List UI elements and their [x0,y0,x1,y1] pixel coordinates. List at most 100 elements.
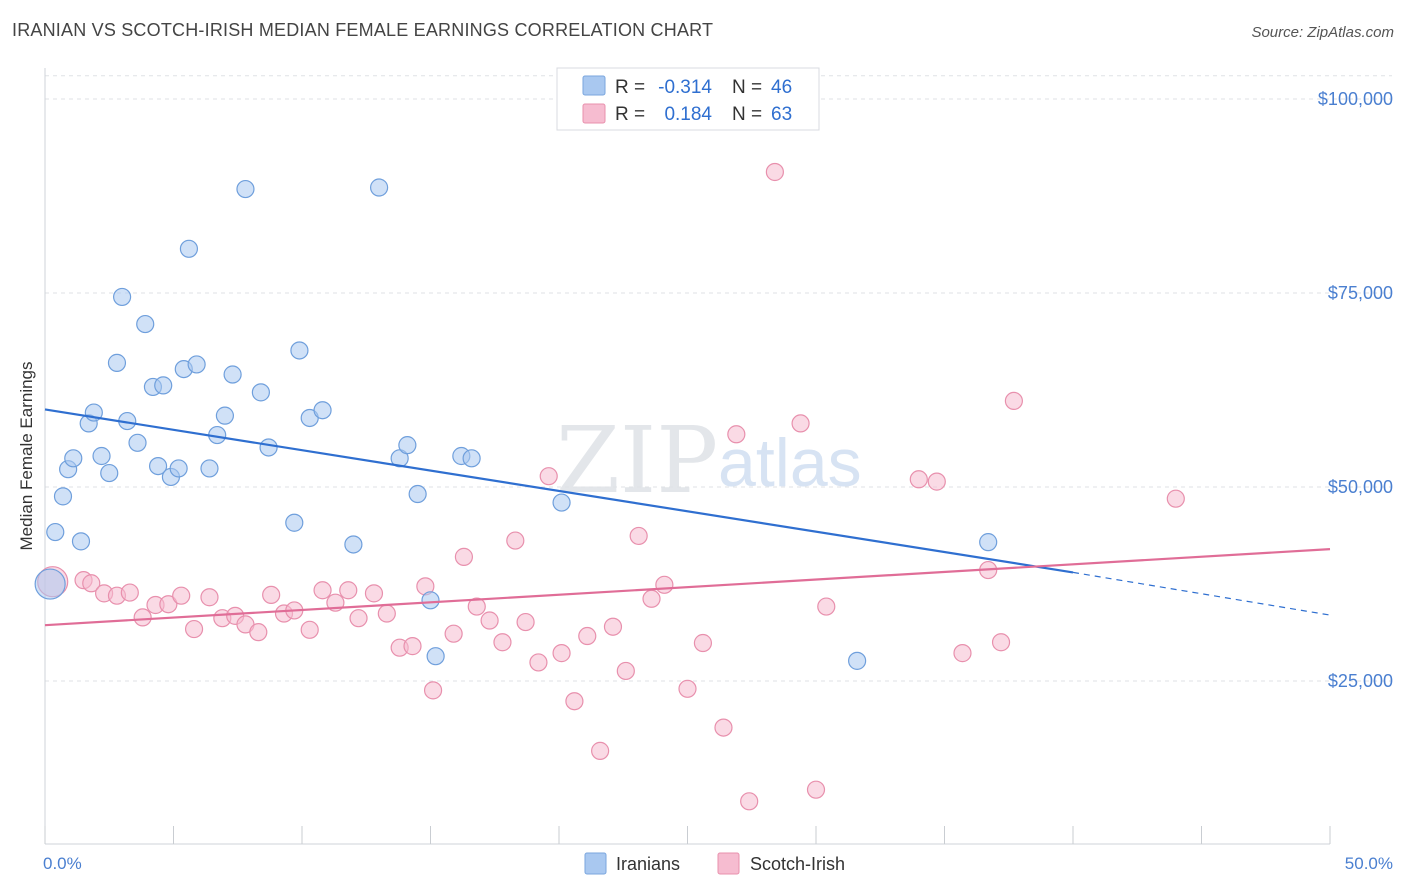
scotch-irish-point [927,472,946,491]
legend-n-value-1: 46 [771,77,792,98]
iranian-point [100,463,119,483]
scotch-irish-point [616,661,635,681]
iranian-point [46,522,65,542]
scotch-irish-point [1166,489,1185,508]
scotch-irish-point [529,653,548,672]
iranian-point [71,532,91,551]
scotch-irish-point [480,611,499,630]
scotch-irish-point [678,679,697,698]
legend-r-label-2: R = [615,104,645,125]
scotch-irish-trend-line [44,548,1331,627]
scotch-irish-point [454,547,474,566]
iranian-point [215,406,234,425]
x-tick-label-min: 0.0% [43,854,82,873]
bottom-legend-label-scotch-irish: Scotch-Irish [750,854,845,874]
scotch-irish-point [603,617,623,636]
iranian-point [285,513,304,532]
iranian-point [136,314,155,334]
y-axis-label: Median Female Earnings [17,362,36,551]
scotch-irish-point [953,644,972,663]
scotch-irish-point [184,619,204,639]
iranian-point [92,446,111,466]
legend-n-label-2: N = [732,104,762,125]
chart-source: Source: ZipAtlas.com [1251,24,1394,41]
iranian-point [148,456,168,476]
scotch-irish-point [159,595,178,614]
legend-r-label-1: R = [615,77,645,98]
iranian-point [979,533,998,552]
watermark-zip: ZIP [556,407,718,514]
scotch-irish-point [262,585,281,605]
iranian-point [179,239,199,258]
iranian-point [313,401,332,420]
y-tick-label: $50,000 [1328,477,1393,497]
scotch-irish-point [172,586,191,605]
scotch-irish-point [578,626,597,646]
scotch-irish-point [516,612,535,632]
scotch-irish-point [423,681,443,700]
scotch-irish-point [120,583,139,602]
y-tick-labels: $100,000 $75,000 $50,000 $25,000 [1318,89,1393,691]
scotch-irish-point [565,692,584,711]
iranian-trend-line [44,408,1074,574]
legend: R = -0.314 N = 46 R = 0.184 N = 63 [556,67,820,131]
iranian-point [154,376,173,395]
legend-r-value-2: 0.184 [664,104,712,125]
scotch-irish-point [714,718,733,737]
bottom-legend-label-iranians: Iranians [616,854,680,874]
chart-title: IRANIAN VS SCOTCH-IRISH MEDIAN FEMALE EA… [12,20,714,40]
scotch-irish-point [506,531,525,550]
iranian-point [848,651,867,670]
scotch-irish-point [740,792,759,811]
iranian-point [421,591,440,610]
legend-n-label-1: N = [732,77,762,98]
scotch-irish-point [349,609,368,628]
scotch-irish-point [249,623,268,642]
scotch-irish-point [403,637,422,656]
scotch-irish-point [467,597,486,616]
scotch-irish-point [727,425,746,444]
y-tick-label: $75,000 [1328,283,1393,303]
iranian-point [200,459,219,478]
scotch-irish-point [629,526,648,546]
scotch-irish-point [339,581,358,600]
legend-n-value-2: 63 [771,104,792,125]
iranian-point [398,436,417,455]
scotch-irish-point [909,470,928,489]
y-tick-label: $100,000 [1318,89,1393,109]
scotch-irish-point [991,633,1011,652]
iranian-point [187,355,206,374]
y-tick-label: $25,000 [1328,671,1393,691]
scotch-irish-point [377,604,396,623]
scotch-irish-point [493,633,512,652]
iranian-trend-extension [1072,571,1331,616]
iranian-point [259,438,278,457]
iranian-point [290,341,309,360]
iranian-point [223,365,242,384]
scotch-irish-point [539,467,558,486]
scotch-irish-point [693,633,713,653]
scotch-irish-point [591,741,610,760]
iranian-point [552,493,571,512]
bottom-legend: Iranians Scotch-Irish [584,852,845,875]
scotch-irish-point [444,624,463,643]
iranian-point [112,287,132,307]
iranian-point [236,179,255,199]
iranian-point [370,178,389,197]
scotch-irish-point [642,589,661,608]
scotch-irish-point [817,597,836,616]
scotch-irish-point [300,620,319,639]
scotch-irish-point [791,414,810,433]
iranian-point [34,568,66,600]
legend-r-value-1: -0.314 [658,77,712,98]
scotch-irish-point [655,575,674,594]
iranian-point [426,647,445,666]
iranian-point [462,449,481,468]
scotch-irish-point [313,581,332,600]
scotch-irish-point [200,588,219,607]
scotch-irish-point [133,608,152,627]
legend-swatch-scotch-irish [582,103,606,124]
iranian-point [53,487,73,506]
iranian-points [34,178,998,670]
